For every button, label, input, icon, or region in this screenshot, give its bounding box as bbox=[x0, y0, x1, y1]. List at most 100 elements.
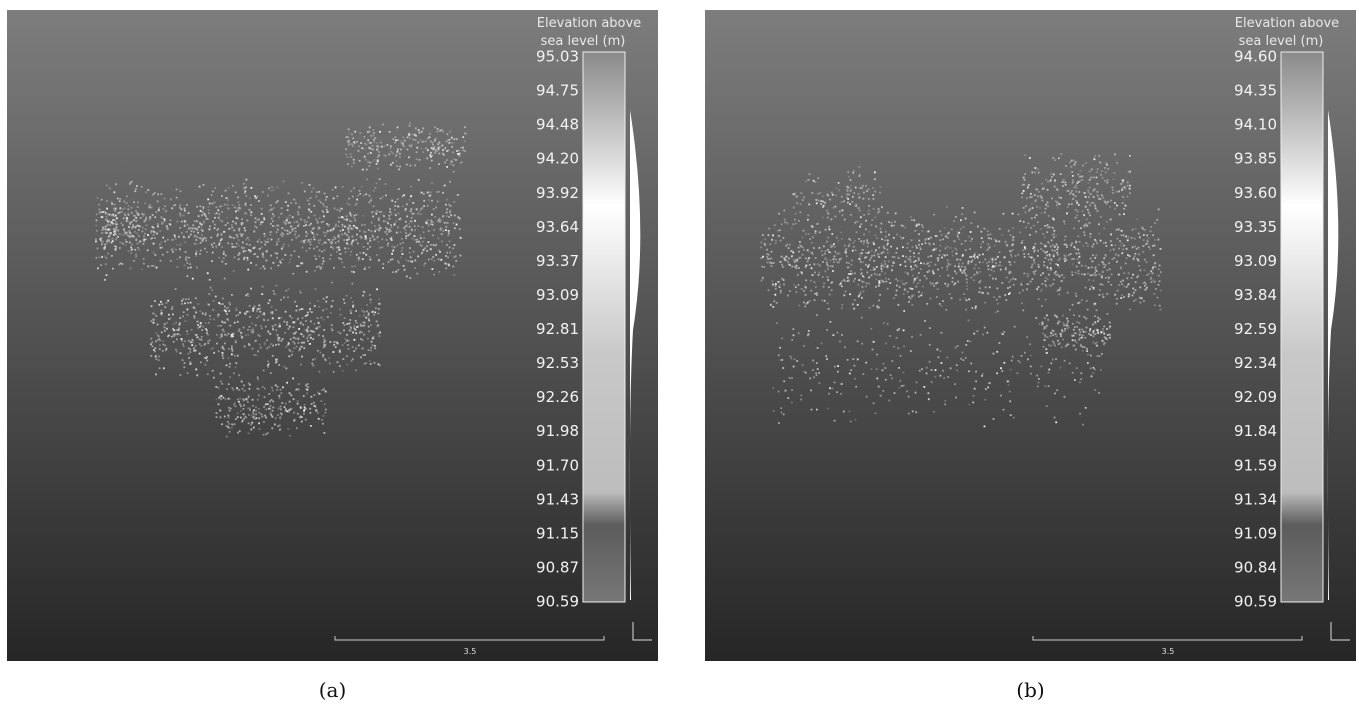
point bbox=[259, 346, 262, 349]
point bbox=[1024, 173, 1026, 175]
point bbox=[161, 312, 163, 314]
point bbox=[309, 343, 311, 345]
point bbox=[419, 213, 422, 216]
point bbox=[995, 258, 997, 260]
point bbox=[249, 407, 251, 410]
point bbox=[120, 222, 123, 225]
point bbox=[1132, 287, 1135, 290]
point bbox=[993, 244, 996, 247]
point bbox=[155, 340, 157, 343]
point bbox=[1081, 328, 1083, 331]
point bbox=[282, 243, 285, 246]
point bbox=[1098, 355, 1101, 357]
point bbox=[306, 311, 309, 314]
point bbox=[957, 235, 959, 238]
point bbox=[1039, 274, 1042, 276]
point bbox=[114, 214, 117, 217]
point bbox=[350, 311, 353, 314]
point bbox=[1034, 171, 1036, 174]
point bbox=[981, 261, 984, 264]
point bbox=[849, 190, 852, 192]
point bbox=[807, 214, 810, 217]
point bbox=[382, 263, 385, 265]
point bbox=[129, 232, 132, 235]
point bbox=[1063, 258, 1065, 260]
point bbox=[1151, 272, 1154, 275]
point bbox=[287, 327, 290, 330]
point bbox=[118, 211, 121, 214]
point bbox=[1073, 258, 1075, 260]
point bbox=[1055, 263, 1058, 265]
point bbox=[409, 210, 412, 213]
point bbox=[122, 242, 124, 245]
point bbox=[822, 261, 824, 263]
point bbox=[245, 195, 248, 197]
point bbox=[1000, 332, 1003, 335]
point bbox=[242, 326, 245, 329]
point bbox=[382, 195, 384, 198]
point bbox=[111, 240, 114, 242]
tick-label: 94.75 bbox=[536, 82, 579, 100]
point bbox=[214, 187, 217, 190]
point bbox=[848, 372, 851, 375]
point bbox=[307, 239, 310, 241]
point bbox=[247, 295, 250, 298]
point bbox=[1023, 272, 1026, 275]
point bbox=[871, 249, 873, 252]
point bbox=[158, 367, 161, 370]
point bbox=[269, 204, 272, 207]
point bbox=[1110, 273, 1113, 276]
point bbox=[1010, 250, 1012, 253]
point bbox=[310, 395, 313, 398]
point bbox=[955, 258, 958, 261]
point bbox=[1069, 161, 1071, 164]
point bbox=[970, 255, 973, 258]
point bbox=[363, 148, 366, 150]
point bbox=[179, 206, 181, 209]
point bbox=[225, 334, 228, 337]
point bbox=[928, 255, 931, 258]
point bbox=[348, 322, 351, 325]
point bbox=[408, 144, 411, 147]
point bbox=[257, 394, 260, 397]
point bbox=[805, 233, 807, 235]
point bbox=[296, 220, 299, 223]
point bbox=[427, 241, 430, 243]
point bbox=[258, 304, 261, 307]
point bbox=[436, 200, 439, 203]
point bbox=[211, 246, 214, 248]
point bbox=[219, 205, 221, 208]
point bbox=[199, 324, 202, 327]
point bbox=[1063, 395, 1066, 398]
point bbox=[229, 407, 232, 410]
point bbox=[1027, 253, 1030, 255]
point bbox=[868, 230, 871, 233]
point bbox=[1061, 274, 1063, 276]
point bbox=[312, 330, 315, 333]
point bbox=[305, 270, 308, 273]
point bbox=[1026, 275, 1029, 278]
point bbox=[1109, 336, 1111, 339]
point bbox=[983, 425, 986, 428]
point bbox=[946, 356, 949, 359]
point bbox=[290, 225, 293, 228]
point bbox=[234, 405, 237, 408]
point bbox=[840, 195, 843, 198]
point bbox=[298, 205, 301, 208]
point bbox=[249, 251, 251, 253]
point bbox=[287, 296, 289, 299]
point bbox=[810, 289, 813, 292]
point bbox=[292, 227, 295, 230]
point bbox=[460, 161, 463, 164]
point bbox=[287, 216, 290, 219]
point bbox=[215, 244, 217, 247]
point bbox=[378, 298, 381, 301]
point bbox=[247, 432, 250, 435]
point bbox=[1160, 271, 1162, 273]
point bbox=[290, 394, 292, 396]
point bbox=[1071, 274, 1074, 276]
point bbox=[211, 369, 214, 372]
point bbox=[848, 175, 850, 178]
point bbox=[303, 406, 306, 409]
point bbox=[322, 211, 325, 213]
